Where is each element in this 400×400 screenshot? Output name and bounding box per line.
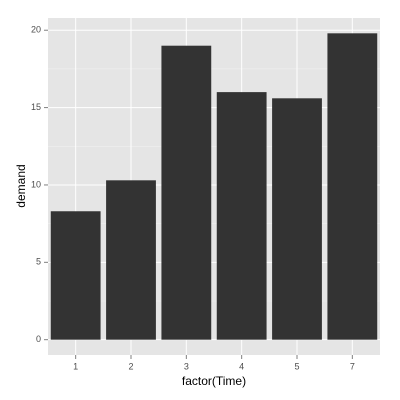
x-tick-label: 3: [184, 361, 189, 371]
x-tick-label: 2: [128, 361, 133, 371]
bar: [327, 33, 378, 340]
x-tick-label: 5: [294, 361, 299, 371]
x-tick-label: 4: [239, 361, 244, 371]
y-tick-label: 0: [36, 334, 41, 344]
y-tick-label: 5: [36, 257, 41, 267]
bar: [106, 180, 156, 340]
y-tick-label: 10: [31, 179, 41, 189]
y-tick-label: 15: [31, 102, 41, 112]
x-tick-label: 1: [73, 361, 78, 371]
bar: [161, 45, 212, 340]
bar: [216, 92, 267, 340]
panel: [48, 18, 380, 355]
bar: [50, 211, 101, 340]
y-axis-title: demand: [14, 164, 28, 207]
x-axis-title: factor(Time): [182, 374, 246, 388]
x-tick-label: 7: [350, 361, 355, 371]
bar: [272, 98, 322, 340]
y-tick-label: 20: [31, 25, 41, 35]
